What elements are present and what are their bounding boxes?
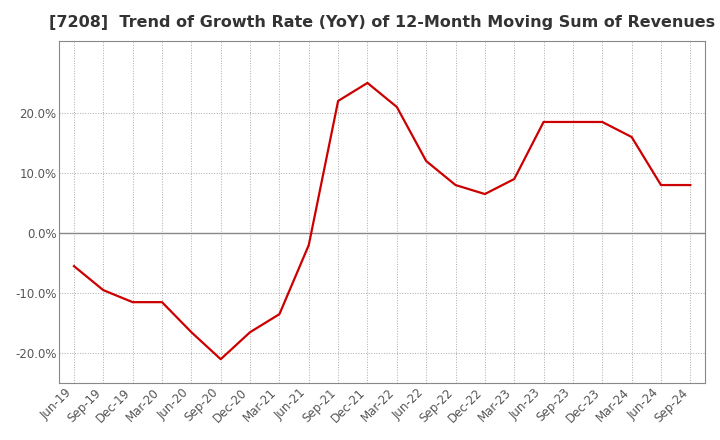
Title: [7208]  Trend of Growth Rate (YoY) of 12-Month Moving Sum of Revenues: [7208] Trend of Growth Rate (YoY) of 12-… bbox=[49, 15, 715, 30]
